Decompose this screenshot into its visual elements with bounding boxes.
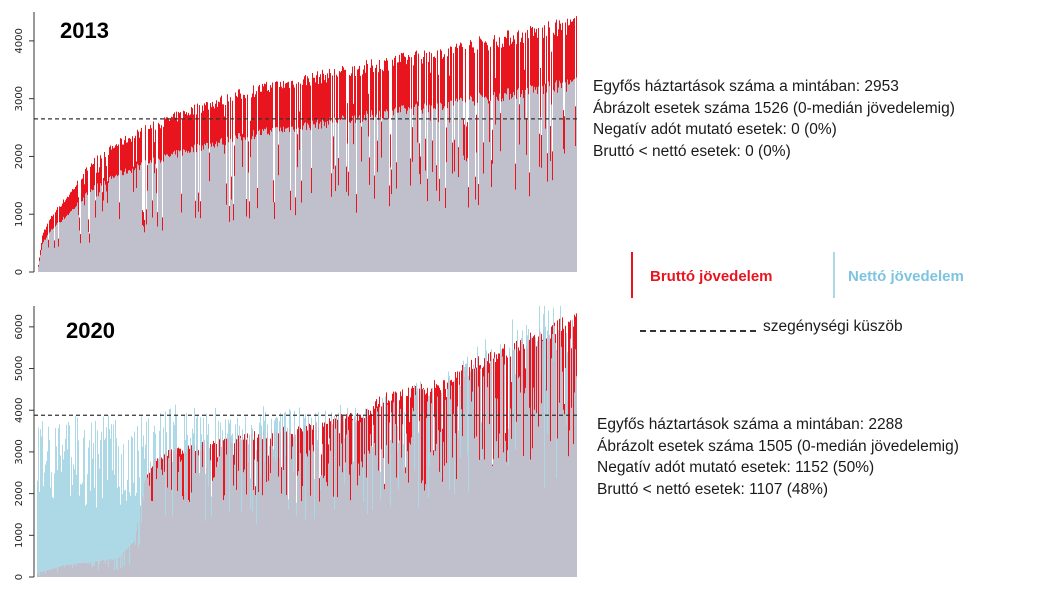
y-tick-label: 2000 <box>14 144 25 169</box>
legend-gross-swatch <box>631 252 633 298</box>
legend-threshold-line <box>640 330 756 332</box>
info-2020-line: Bruttó < nettó esetek: 1107 (48%) <box>597 480 829 498</box>
legend-net-swatch <box>833 252 835 298</box>
bars <box>38 16 577 272</box>
info-2020: Egyfős háztartások száma a mintában: 228… <box>597 414 959 500</box>
y-tick-label: 1000 <box>14 201 25 226</box>
y-tick-label: 3000 <box>14 86 25 111</box>
y-tick-label: 5000 <box>14 356 25 381</box>
info-2013-line: Ábrázolt esetek száma 1526 (0-medián jöv… <box>593 99 955 117</box>
info-2013-line: Negatív adót mutató esetek: 0 (0%) <box>593 121 837 138</box>
chart-2013: 0 1000 2000 3000 4000 2013 <box>14 12 577 275</box>
chart-title: 2013 <box>60 18 109 43</box>
info-2013-line: Egyfős háztartások száma a mintában: 295… <box>593 78 899 95</box>
y-tick-label: 0 <box>14 574 25 580</box>
chart-2020: 0 1000 2000 3000 4000 5000 6000 2020 <box>14 305 577 580</box>
legend-threshold-label: szegénységi küszöb <box>763 318 903 335</box>
y-tick-label: 1000 <box>14 523 25 548</box>
info-2020-line: Negatív adót mutató esetek: 1152 (50%) <box>597 459 875 476</box>
y-tick-label: 3000 <box>14 439 25 464</box>
y-tick-label: 2000 <box>14 481 25 506</box>
info-2013-line: Bruttó < nettó esetek: 0 (0%) <box>593 142 791 160</box>
bars <box>37 305 577 577</box>
legend-gross-label: Bruttó jövedelem <box>650 268 773 285</box>
info-2020-line: Egyfős háztartások száma a mintában: 228… <box>597 416 903 433</box>
y-tick-label: 4000 <box>14 398 25 423</box>
info-2020-line: Ábrázolt esetek száma 1505 (0-medián jöv… <box>597 437 959 455</box>
y-tick-label: 4000 <box>14 28 25 53</box>
y-tick-label: 6000 <box>14 314 25 339</box>
info-2013: Egyfős háztartások száma a mintában: 295… <box>593 76 955 162</box>
legend-net-label: Nettó jövedelem <box>848 268 964 285</box>
chart-title: 2020 <box>66 318 115 343</box>
y-tick-label: 0 <box>14 269 25 275</box>
